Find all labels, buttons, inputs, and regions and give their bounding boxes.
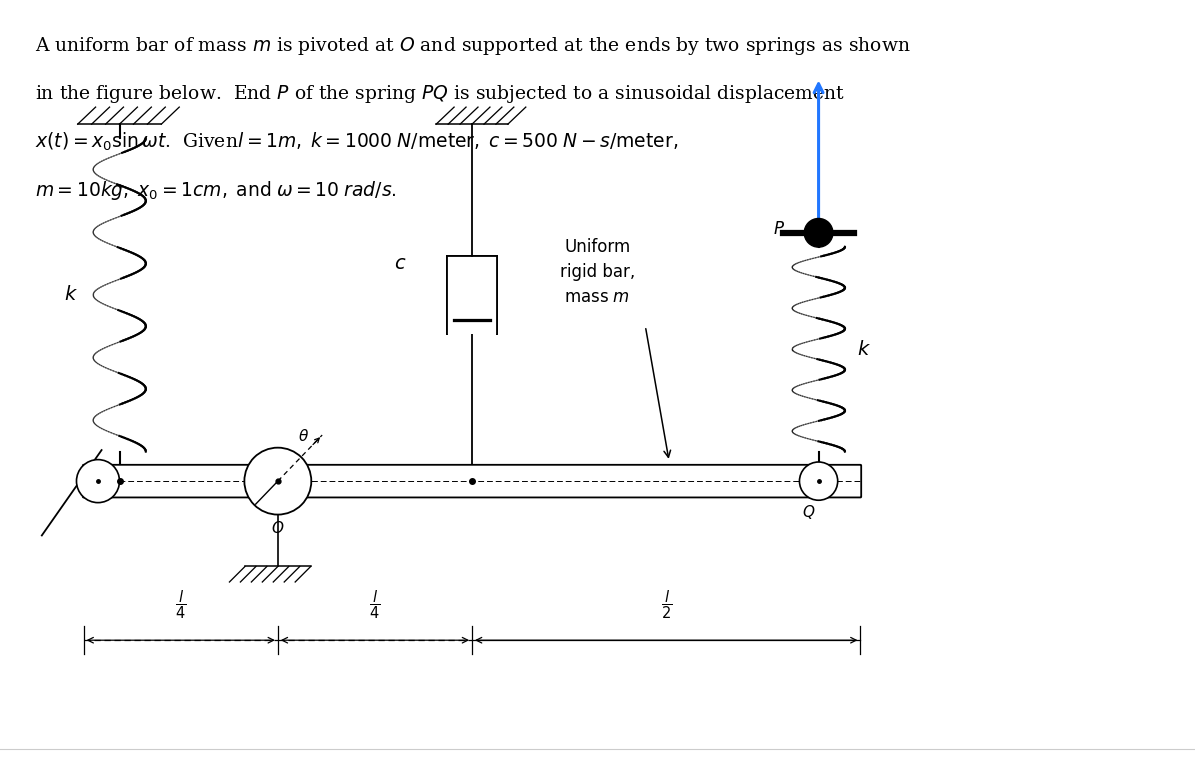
FancyBboxPatch shape	[82, 465, 862, 497]
Text: $x\left(t\right) = x_0 \sin\omega t$.  Given$l = 1m,\; k = 1000\; N/\mathrm{mete: $x\left(t\right) = x_0 \sin\omega t$. Gi…	[35, 131, 679, 154]
Circle shape	[799, 462, 838, 501]
Text: $Q$: $Q$	[802, 503, 816, 521]
Text: $k$: $k$	[857, 340, 871, 359]
Text: $P$: $P$	[773, 220, 785, 238]
Text: $k$: $k$	[63, 286, 78, 304]
Text: A uniform bar of mass $m$ is pivoted at $O$ and supported at the ends by two spr: A uniform bar of mass $m$ is pivoted at …	[35, 35, 911, 57]
Circle shape	[76, 459, 120, 503]
Text: $c$: $c$	[394, 255, 406, 273]
Text: in the figure below.  End $P$ of the spring $PQ$ is subjected to a sinusoidal di: in the figure below. End $P$ of the spri…	[35, 83, 845, 105]
Text: $\dfrac{l}{2}$: $\dfrac{l}{2}$	[661, 588, 672, 621]
Circle shape	[244, 448, 311, 514]
Circle shape	[804, 219, 833, 247]
Text: Uniform
rigid bar,
mass $m$: Uniform rigid bar, mass $m$	[560, 237, 635, 306]
Text: $O$: $O$	[271, 520, 284, 536]
Text: $m = 10kg,\; x_0 = 1cm,\; \mathrm{and}\; \omega = 10\; rad/s.$: $m = 10kg,\; x_0 = 1cm,\; \mathrm{and}\;…	[35, 179, 397, 202]
Text: $\dfrac{l}{4}$: $\dfrac{l}{4}$	[369, 588, 380, 621]
Text: $\theta$: $\theta$	[298, 428, 308, 445]
Bar	[447, 256, 497, 334]
Text: $\dfrac{l}{4}$: $\dfrac{l}{4}$	[176, 588, 186, 621]
